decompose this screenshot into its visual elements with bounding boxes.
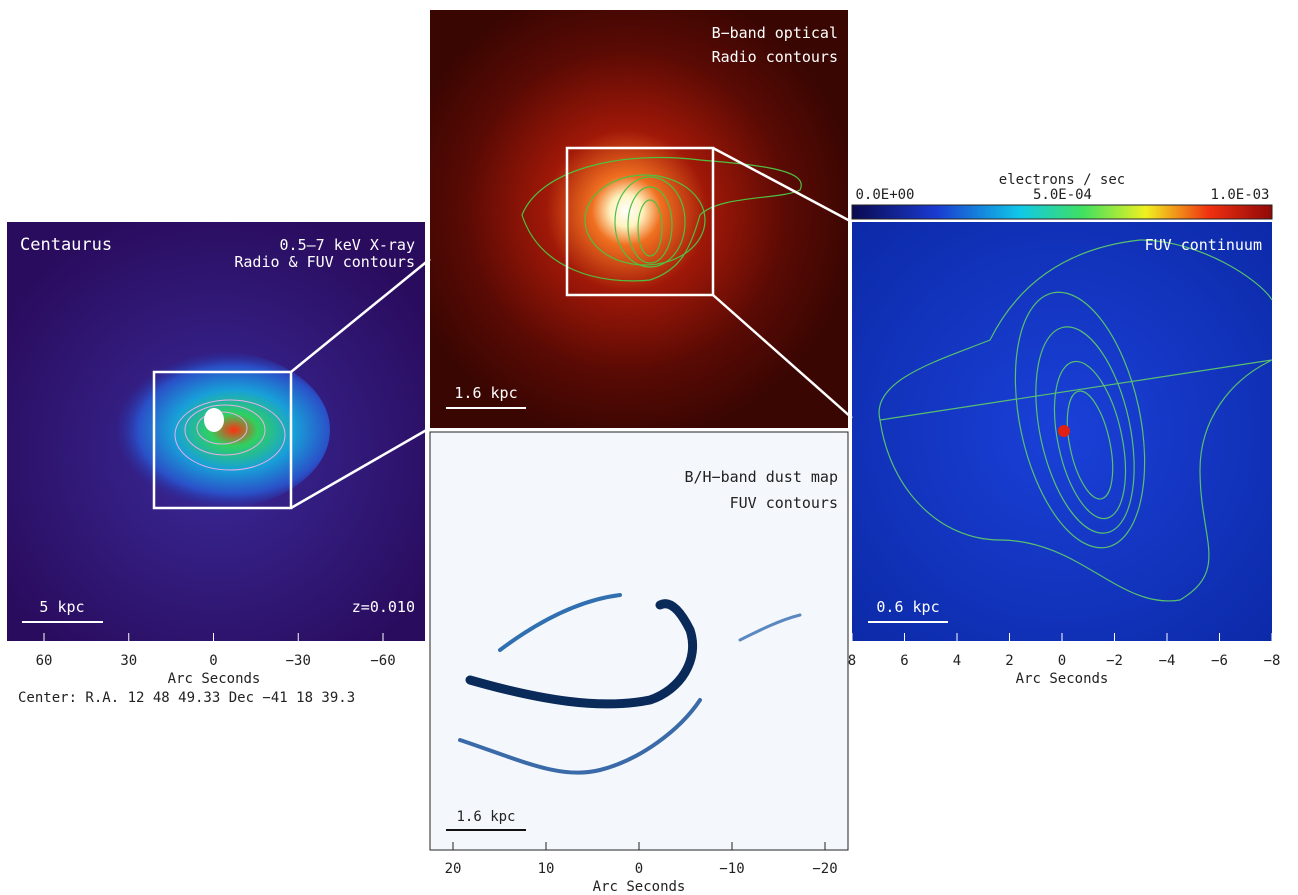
tick-label: −8 [1264, 653, 1281, 669]
tick-label: 30 [120, 653, 137, 669]
panel-title: 0.5–7 keV X-ray [280, 236, 415, 254]
tick-label: 0.0E+00 [855, 187, 914, 203]
tick-label: −30 [286, 653, 311, 669]
radio-contours [521, 156, 802, 282]
x-axis-label: Arc Seconds [593, 879, 686, 895]
tick-label: 2 [1005, 653, 1013, 669]
tick-label: −60 [370, 653, 395, 669]
colorbar-label: electrons / sec [999, 172, 1125, 188]
tick-label: 10 [538, 861, 555, 877]
panel-name: Centaurus [20, 235, 112, 255]
panel-title: B−band optical [712, 24, 838, 42]
tick-label: 6 [900, 653, 908, 669]
tick-label: 0 [635, 861, 643, 877]
xray-contours [174, 399, 286, 471]
panel-title: FUV continuum [1145, 236, 1262, 254]
xray-core [204, 408, 224, 432]
tick-label: 5.0E-04 [1033, 187, 1092, 203]
tick-label: 4 [953, 653, 961, 669]
tick-label: 60 [36, 653, 53, 669]
zoom-box [565, 146, 715, 297]
fuv-contours [878, 239, 1273, 602]
dust-image [429, 431, 849, 851]
zoom-box [152, 370, 293, 510]
xray-panel: Centaurus 0.5–7 keV X-ray Radio & FUV co… [7, 222, 425, 706]
scale-label: 5 kpc [39, 598, 84, 616]
tick-label: 0 [209, 653, 217, 669]
tick-label: −2 [1106, 653, 1123, 669]
connectors [290, 146, 853, 510]
panel-title: Radio contours [712, 48, 838, 66]
optical-panel: B−band optical Radio contours 1.6 kpc [430, 10, 848, 428]
redshift: z=0.010 [352, 598, 415, 616]
scale-label: 0.6 kpc [876, 598, 939, 616]
x-axis-label: Arc Seconds [168, 671, 261, 687]
fuv-peak [1058, 425, 1070, 437]
panel-title: FUV contours [730, 494, 838, 512]
panel-title: Radio & FUV contours [234, 253, 415, 271]
tick-label: −20 [812, 861, 837, 877]
colorbar [851, 204, 1273, 220]
tick-label: −10 [719, 861, 744, 877]
tick-label: −6 [1211, 653, 1228, 669]
dust-lanes [458, 593, 802, 775]
panel-title: B/H−band dust map [684, 468, 838, 486]
scale-label: 1.6 kpc [454, 384, 517, 402]
tick-label: 8 [848, 653, 856, 669]
dust-panel: B/H−band dust map FUV contours 1.6 kpc A… [429, 431, 849, 895]
tick-label: 0 [1058, 653, 1066, 669]
scale-label: 1.6 kpc [456, 809, 515, 825]
tick-label: 1.0E-03 [1210, 187, 1269, 203]
tick-label: −4 [1159, 653, 1176, 669]
center-coords: Center: R.A. 12 48 49.33 Dec −41 18 39.3 [18, 690, 355, 706]
fuv-panel: FUV continuum 0.6 kpc electrons / sec Ar… [851, 172, 1273, 687]
tick-label: 20 [445, 861, 462, 877]
x-axis-label: Arc Seconds [1016, 671, 1109, 687]
